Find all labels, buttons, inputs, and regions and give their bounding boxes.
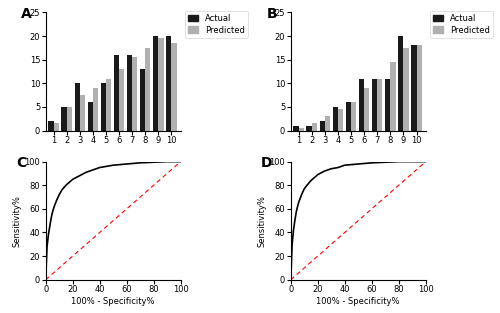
Bar	[398, 36, 404, 131]
Bar	[325, 116, 330, 131]
Bar	[306, 126, 312, 131]
Bar	[346, 102, 351, 131]
Bar	[372, 79, 377, 131]
Bar	[119, 69, 124, 131]
Bar	[298, 128, 304, 131]
Bar	[54, 123, 59, 131]
Bar	[412, 45, 416, 131]
Text: D: D	[261, 156, 272, 170]
Y-axis label: Sensitivity%: Sensitivity%	[258, 195, 266, 247]
Text: A: A	[22, 7, 32, 21]
Bar	[106, 79, 111, 131]
Legend: Actual, Predicted: Actual, Predicted	[430, 11, 493, 38]
Bar	[66, 107, 72, 131]
Bar	[320, 121, 325, 131]
Bar	[312, 123, 317, 131]
Bar	[145, 48, 150, 131]
Bar	[80, 95, 85, 131]
Bar	[127, 55, 132, 131]
Bar	[294, 126, 298, 131]
Bar	[332, 107, 338, 131]
Bar	[377, 79, 382, 131]
Y-axis label: Sensitivity%: Sensitivity%	[12, 195, 22, 247]
Bar	[48, 121, 54, 131]
Bar	[390, 62, 396, 131]
X-axis label: 100% - Specificity%: 100% - Specificity%	[72, 297, 155, 306]
Legend: Actual, Predicted: Actual, Predicted	[185, 11, 248, 38]
Bar	[338, 109, 343, 131]
Text: B: B	[266, 7, 277, 21]
Bar	[100, 83, 106, 131]
Bar	[114, 55, 119, 131]
Bar	[416, 45, 422, 131]
Bar	[158, 38, 164, 131]
Bar	[74, 83, 80, 131]
Bar	[364, 88, 370, 131]
Bar	[359, 79, 364, 131]
Bar	[93, 88, 98, 131]
Bar	[153, 36, 158, 131]
Bar	[166, 36, 172, 131]
X-axis label: 100% - Specificity%: 100% - Specificity%	[316, 297, 400, 306]
Bar	[385, 79, 390, 131]
Bar	[140, 69, 145, 131]
Bar	[172, 43, 176, 131]
Bar	[132, 57, 138, 131]
Bar	[351, 102, 356, 131]
Bar	[404, 48, 408, 131]
Bar	[62, 107, 66, 131]
Bar	[88, 102, 93, 131]
Text: C: C	[16, 156, 26, 170]
